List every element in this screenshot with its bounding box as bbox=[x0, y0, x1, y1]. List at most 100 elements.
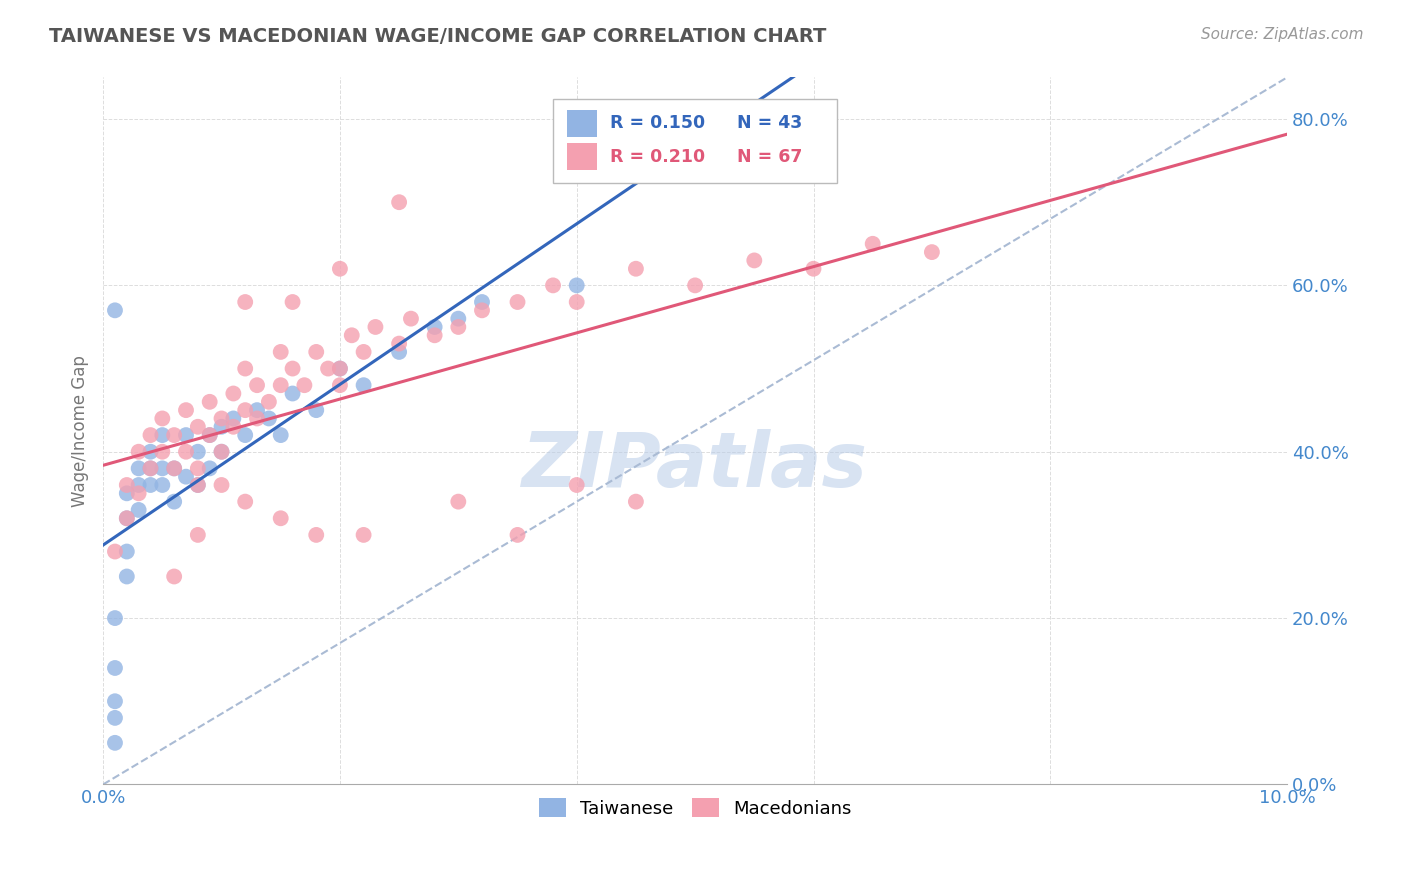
Point bbox=[211, 478, 233, 492]
Point bbox=[104, 544, 127, 558]
Point bbox=[388, 195, 411, 210]
Point bbox=[423, 320, 446, 334]
Point bbox=[353, 528, 375, 542]
Point bbox=[388, 345, 411, 359]
Point bbox=[329, 361, 352, 376]
Point bbox=[115, 511, 138, 525]
Point bbox=[104, 736, 127, 750]
Point bbox=[399, 311, 422, 326]
Y-axis label: Wage/Income Gap: Wage/Income Gap bbox=[72, 355, 89, 507]
Point bbox=[104, 711, 127, 725]
Point bbox=[104, 611, 127, 625]
Legend: Taiwanese, Macedonians: Taiwanese, Macedonians bbox=[531, 791, 859, 825]
Point bbox=[246, 411, 269, 425]
Point bbox=[353, 345, 375, 359]
Point bbox=[246, 378, 269, 392]
Point bbox=[139, 428, 162, 442]
Point bbox=[128, 444, 150, 458]
Point bbox=[683, 278, 706, 293]
Point bbox=[364, 320, 387, 334]
Text: TAIWANESE VS MACEDONIAN WAGE/INCOME GAP CORRELATION CHART: TAIWANESE VS MACEDONIAN WAGE/INCOME GAP … bbox=[49, 27, 827, 45]
Point bbox=[506, 295, 529, 310]
Point bbox=[128, 461, 150, 475]
Point bbox=[187, 461, 209, 475]
Point bbox=[233, 295, 256, 310]
Point bbox=[187, 444, 209, 458]
Point bbox=[211, 411, 233, 425]
Bar bbox=[567, 110, 596, 136]
Point bbox=[115, 486, 138, 500]
Point bbox=[353, 378, 375, 392]
Point bbox=[163, 461, 186, 475]
Point bbox=[270, 511, 292, 525]
Point bbox=[471, 303, 494, 318]
Point bbox=[222, 419, 245, 434]
Bar bbox=[567, 144, 596, 170]
Point bbox=[447, 494, 470, 508]
Point bbox=[565, 295, 588, 310]
Point bbox=[139, 461, 162, 475]
Point bbox=[624, 494, 647, 508]
Text: ZIPatlas: ZIPatlas bbox=[522, 429, 868, 503]
Point bbox=[150, 411, 173, 425]
Point bbox=[128, 503, 150, 517]
Point bbox=[624, 261, 647, 276]
Point bbox=[150, 444, 173, 458]
Point bbox=[447, 311, 470, 326]
Point bbox=[211, 444, 233, 458]
Point bbox=[139, 444, 162, 458]
Point bbox=[174, 469, 197, 483]
Point bbox=[150, 428, 173, 442]
Point bbox=[128, 486, 150, 500]
Text: N = 67: N = 67 bbox=[737, 147, 801, 166]
Point bbox=[198, 394, 221, 409]
Point bbox=[139, 478, 162, 492]
Point bbox=[305, 403, 328, 417]
Point bbox=[115, 478, 138, 492]
Point bbox=[115, 511, 138, 525]
Point bbox=[270, 378, 292, 392]
Point bbox=[222, 386, 245, 401]
FancyBboxPatch shape bbox=[553, 99, 837, 184]
Point bbox=[921, 245, 943, 260]
Point bbox=[270, 428, 292, 442]
Point bbox=[471, 295, 494, 310]
Point bbox=[174, 428, 197, 442]
Text: Source: ZipAtlas.com: Source: ZipAtlas.com bbox=[1201, 27, 1364, 42]
Point bbox=[257, 394, 280, 409]
Point bbox=[233, 403, 256, 417]
Point bbox=[211, 419, 233, 434]
Point bbox=[128, 478, 150, 492]
Point bbox=[198, 428, 221, 442]
Point bbox=[187, 528, 209, 542]
Point bbox=[423, 328, 446, 343]
Point bbox=[742, 253, 765, 268]
Point bbox=[803, 261, 825, 276]
Text: R = 0.150: R = 0.150 bbox=[610, 114, 704, 132]
Point bbox=[163, 569, 186, 583]
Point bbox=[329, 261, 352, 276]
Point bbox=[329, 361, 352, 376]
Point bbox=[305, 528, 328, 542]
Point bbox=[305, 345, 328, 359]
Point bbox=[281, 361, 304, 376]
Point bbox=[211, 444, 233, 458]
Text: R = 0.210: R = 0.210 bbox=[610, 147, 704, 166]
Point bbox=[150, 461, 173, 475]
Point bbox=[104, 303, 127, 318]
Point bbox=[163, 428, 186, 442]
Point bbox=[565, 478, 588, 492]
Point bbox=[281, 386, 304, 401]
Point bbox=[222, 411, 245, 425]
Point bbox=[257, 411, 280, 425]
Point bbox=[150, 478, 173, 492]
Point bbox=[198, 461, 221, 475]
Point bbox=[187, 478, 209, 492]
Text: N = 43: N = 43 bbox=[737, 114, 801, 132]
Point bbox=[316, 361, 339, 376]
Point bbox=[115, 544, 138, 558]
Point bbox=[340, 328, 363, 343]
Point bbox=[281, 295, 304, 310]
Point bbox=[104, 661, 127, 675]
Point bbox=[506, 528, 529, 542]
